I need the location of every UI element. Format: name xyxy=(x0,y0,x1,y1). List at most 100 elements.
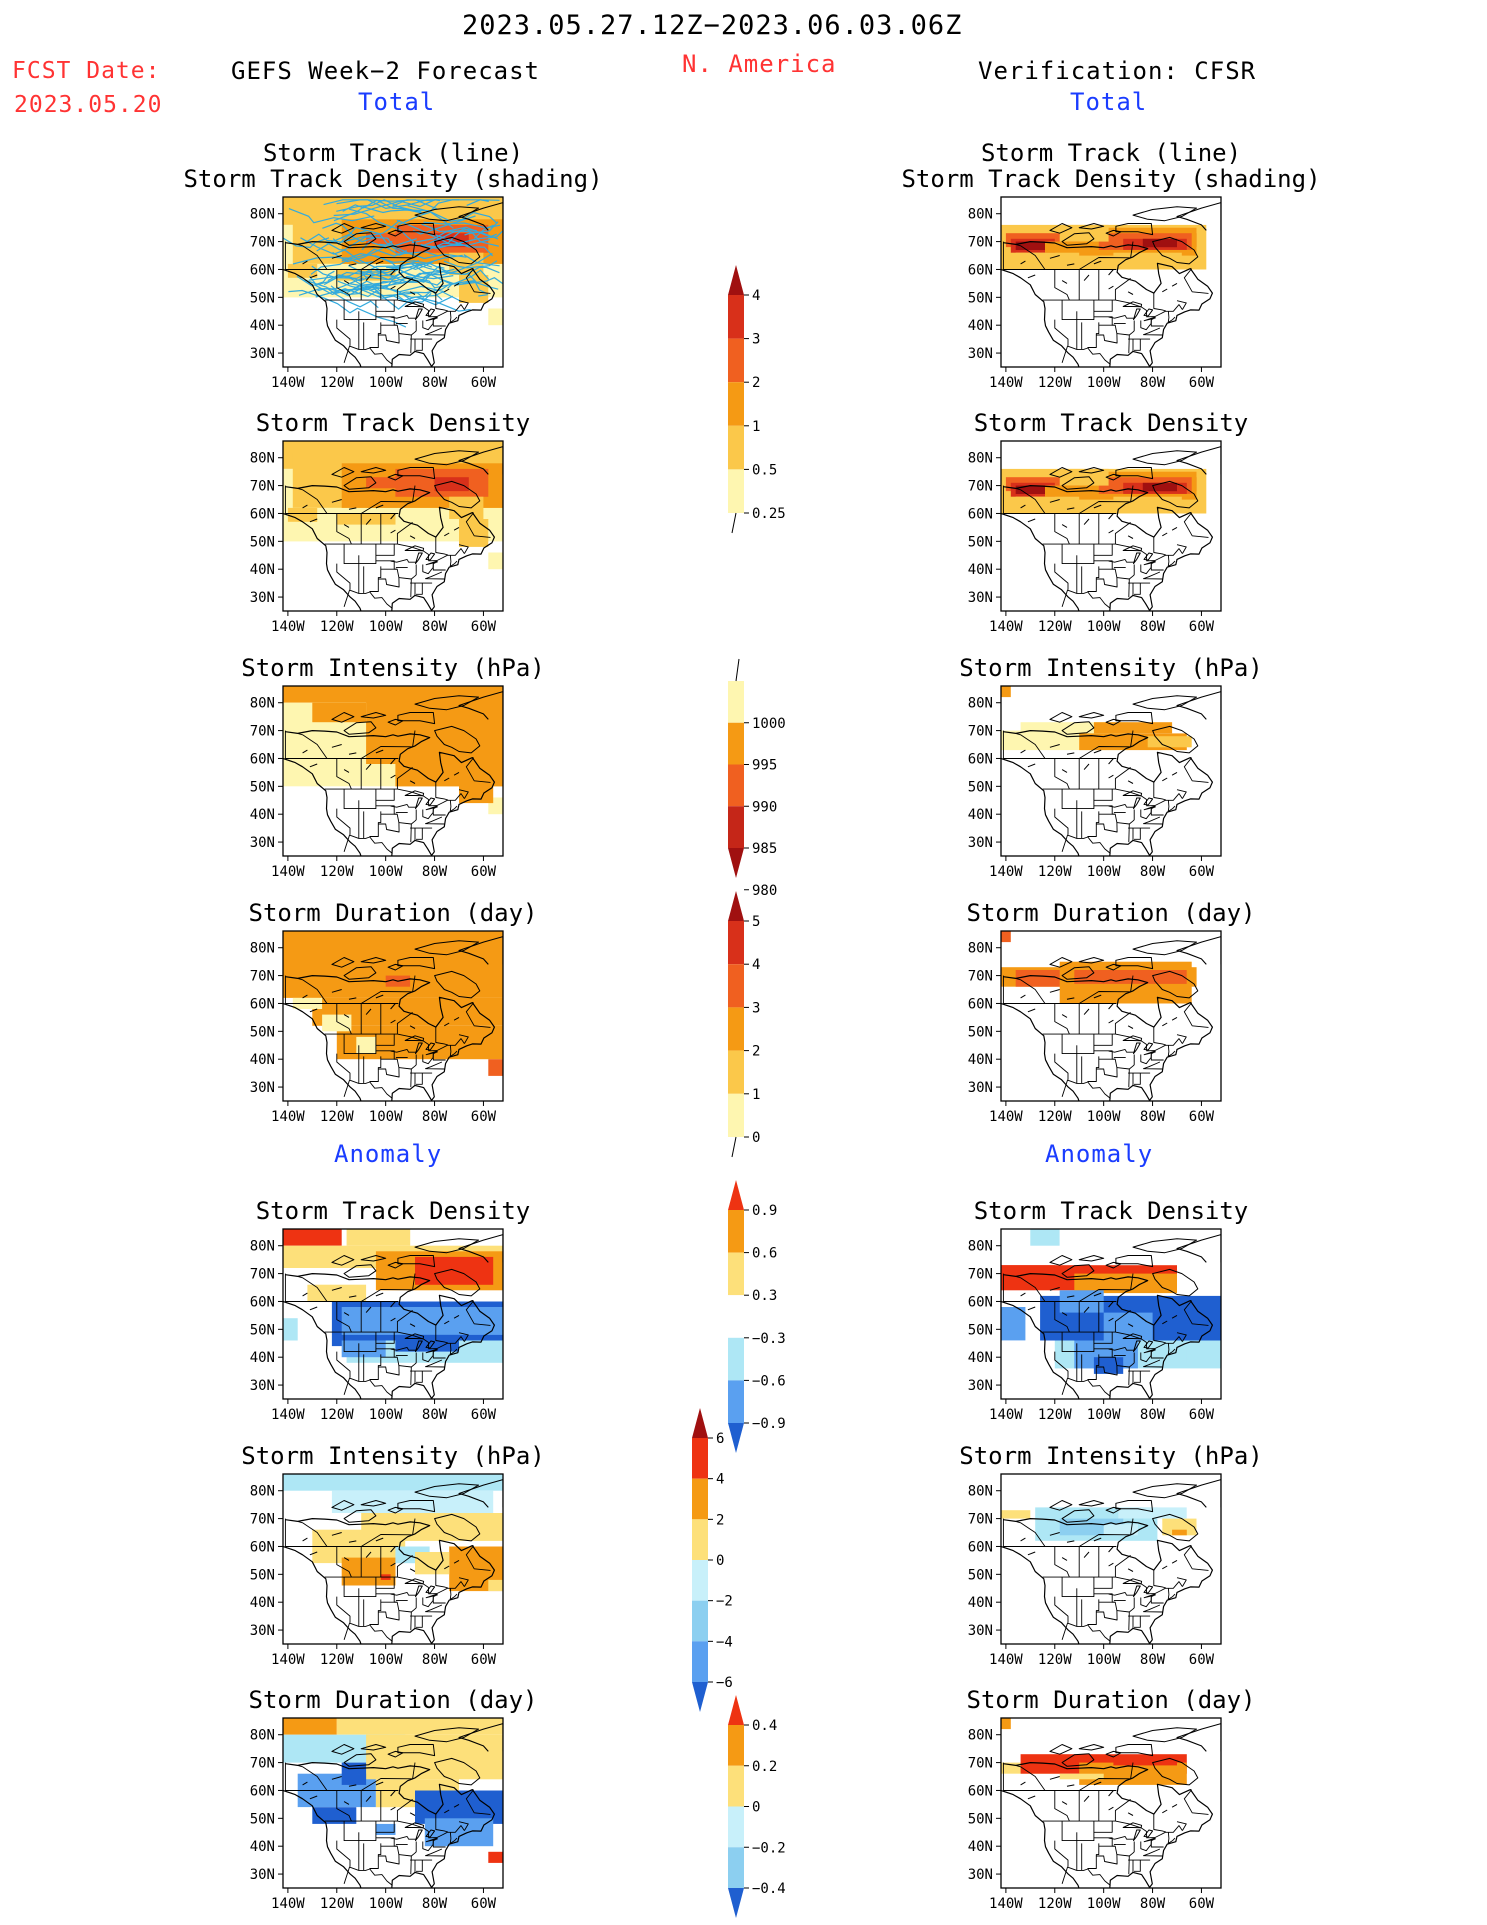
lake-outline xyxy=(1049,1776,1060,1780)
lake-outline xyxy=(409,780,416,784)
state-border xyxy=(432,1350,446,1359)
state-border xyxy=(425,1061,445,1070)
map-area xyxy=(1001,1479,1221,1644)
map-frame xyxy=(282,1228,504,1400)
state-border xyxy=(432,318,446,327)
lake-outline xyxy=(1108,1317,1114,1322)
lake-outline xyxy=(444,1320,450,1325)
colorbar-label: 3 xyxy=(752,332,760,348)
lat-tick-label: 70N xyxy=(250,1756,275,1772)
state-border xyxy=(1167,1343,1176,1355)
arctic-island-outline xyxy=(397,1255,436,1268)
coastline xyxy=(1003,1762,1213,1888)
province-border xyxy=(1114,1555,1131,1578)
shading-cell xyxy=(341,1340,386,1358)
state-border xyxy=(390,1346,408,1351)
panel-title: Storm Intensity (hPa) xyxy=(959,654,1262,682)
state-border xyxy=(378,813,400,833)
province-border xyxy=(1015,487,1046,514)
arctic-island-outline xyxy=(343,1264,377,1278)
colorbar-segment xyxy=(728,964,744,1008)
arctic-island-outline xyxy=(397,712,436,725)
greenland-coast xyxy=(458,1723,503,1752)
lake-outline xyxy=(1093,994,1102,999)
shading-cell xyxy=(1001,1307,1026,1341)
arctic-island-outline xyxy=(1061,1264,1095,1278)
province-border xyxy=(1114,1012,1131,1035)
colorbar-segment xyxy=(728,338,744,383)
state-border xyxy=(411,809,417,825)
state-border xyxy=(375,789,395,801)
state-border xyxy=(1167,1588,1176,1600)
lake-outline xyxy=(1171,1803,1178,1808)
arctic-island-outline xyxy=(1049,467,1073,478)
province-border xyxy=(1054,269,1070,301)
storm-track-line xyxy=(463,254,500,267)
lake-outline xyxy=(390,1562,396,1567)
shading-cell xyxy=(1001,1510,1031,1519)
state-border xyxy=(1115,543,1183,562)
lat-tick-label: 40N xyxy=(968,1595,993,1611)
fcst-date-value: 2023.05.20 xyxy=(14,92,163,118)
state-border xyxy=(378,1356,400,1376)
state-border xyxy=(369,322,382,348)
lake-outline xyxy=(365,1795,372,1802)
lake-outline xyxy=(1108,513,1114,520)
shading-cell xyxy=(1015,241,1045,250)
lake-outline xyxy=(1020,504,1026,509)
state-border xyxy=(343,1377,393,1397)
state-border xyxy=(336,1840,351,1867)
state-border xyxy=(375,1332,395,1344)
lake-outline xyxy=(1049,1287,1060,1291)
colorbar-label: 4 xyxy=(752,957,760,973)
lat-tick-label: 60N xyxy=(968,506,993,522)
lake-outline xyxy=(1027,518,1036,523)
province-border xyxy=(360,1273,416,1302)
lake-outline xyxy=(1066,1295,1075,1298)
lat-tick-label: 40N xyxy=(968,318,993,334)
coastline xyxy=(283,1789,362,1888)
shading-cell xyxy=(331,1490,494,1513)
lat-tick-label: 70N xyxy=(968,1267,993,1283)
lat-tick-label: 30N xyxy=(250,1867,275,1883)
state-border xyxy=(1061,1821,1095,1842)
colorbar-segment xyxy=(692,1478,708,1520)
province-border xyxy=(1114,1310,1131,1333)
storm-track-line xyxy=(288,289,407,328)
colorbar-segment xyxy=(728,1295,744,1338)
lat-tick-label: 40N xyxy=(250,1350,275,1366)
state-border xyxy=(336,808,351,835)
province-border xyxy=(1153,1027,1167,1046)
province-border xyxy=(1078,241,1134,270)
province-border xyxy=(458,789,469,799)
state-border xyxy=(397,1820,465,1839)
shading-cell xyxy=(1015,496,1055,511)
lat-tick-label: 30N xyxy=(250,1080,275,1096)
lon-tick-label: 120W xyxy=(320,1652,354,1668)
lat-tick-label: 70N xyxy=(250,969,275,985)
arctic-island-outline xyxy=(1115,223,1154,236)
state-border xyxy=(398,1067,412,1088)
lake-outline xyxy=(1083,1551,1090,1558)
state-border xyxy=(422,319,434,331)
lon-tick-label: 100W xyxy=(1087,619,1121,635)
state-border xyxy=(411,564,417,580)
lake-outline xyxy=(453,1803,460,1808)
state-border xyxy=(1054,1351,1069,1378)
arctic-island-outline xyxy=(343,476,377,490)
lat-tick-label: 60N xyxy=(250,996,275,1012)
lake-outline xyxy=(331,1776,342,1780)
state-border xyxy=(406,559,416,563)
state-border xyxy=(411,1841,417,1857)
arctic-island-outline xyxy=(1061,966,1095,980)
shading-cell xyxy=(341,1557,396,1586)
arctic-island-outline xyxy=(331,1500,355,1511)
state-border xyxy=(1134,828,1141,840)
state-border xyxy=(1054,1840,1069,1867)
coastline xyxy=(285,241,495,367)
lon-tick-label: 80W xyxy=(1140,1407,1166,1423)
state-border xyxy=(369,811,382,837)
map-panel-left-2: Storm Track Density 80N 70N 60N 50N 40N 30N 140… xyxy=(250,409,531,635)
province-border xyxy=(1078,1518,1134,1547)
